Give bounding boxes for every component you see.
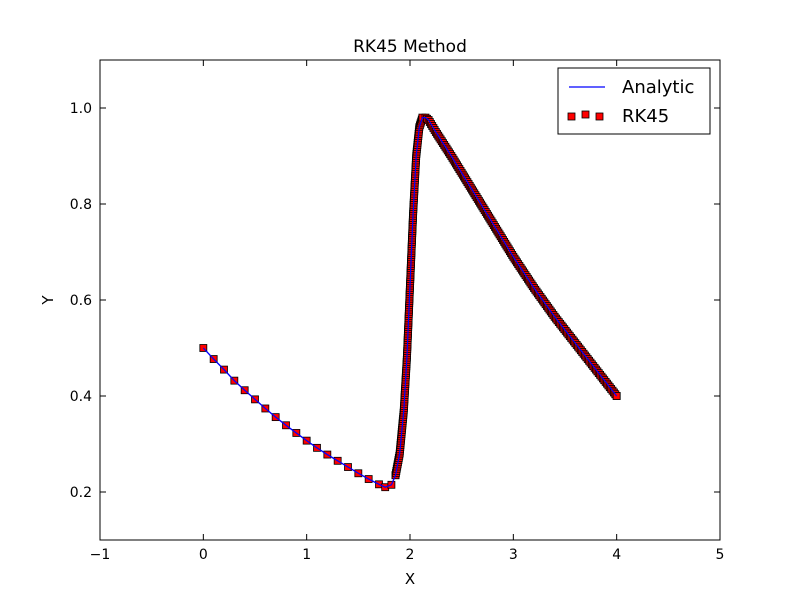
plot-area <box>199 113 621 492</box>
x-tick-label: 5 <box>716 547 725 563</box>
legend-rk45-marker-1 <box>567 112 576 121</box>
x-tick-label: 4 <box>612 547 621 563</box>
x-tick-label: 2 <box>406 547 415 563</box>
legend-rk45-marker-3 <box>595 112 604 121</box>
y-tick-label: 0.2 <box>70 485 92 501</box>
x-tick-label: 3 <box>509 547 518 563</box>
y-tick-label: 0.4 <box>70 389 92 405</box>
legend-frame <box>557 67 711 135</box>
x-axis: −1 0 1 2 3 4 5 <box>90 60 725 563</box>
legend: Analytic RK45 <box>557 67 711 135</box>
legend-rk45-label: RK45 <box>622 106 669 127</box>
x-tick-label: 0 <box>199 547 208 563</box>
analytic-line-overlay <box>202 116 618 488</box>
y-axis: 0.2 0.4 0.6 0.8 1.0 <box>70 101 720 501</box>
x-axis-label: X <box>405 570 415 588</box>
y-axis-label: Y <box>39 295 57 306</box>
y-tick-label: 0.6 <box>70 293 92 309</box>
y-tick-label: 0.8 <box>70 197 92 213</box>
x-tick-label: 1 <box>302 547 311 563</box>
x-tick-label: −1 <box>90 547 111 563</box>
chart-title: RK45 Method <box>353 37 467 57</box>
legend-rk45-marker-2 <box>581 110 590 119</box>
legend-analytic-label: Analytic <box>622 77 694 98</box>
y-tick-label: 1.0 <box>70 101 92 117</box>
